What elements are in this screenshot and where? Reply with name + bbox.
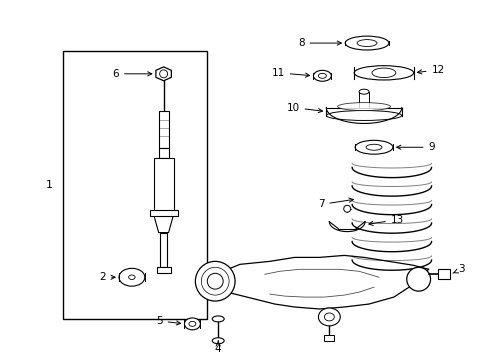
Circle shape (160, 70, 167, 78)
Ellipse shape (212, 338, 224, 344)
Text: 9: 9 (396, 142, 434, 152)
Text: 4: 4 (214, 341, 221, 354)
Bar (438, 269, 449, 279)
Ellipse shape (313, 70, 331, 81)
Bar (158, 111, 168, 148)
Ellipse shape (318, 73, 325, 78)
Ellipse shape (325, 111, 401, 121)
Bar (160, 233, 167, 267)
Ellipse shape (358, 89, 368, 94)
Bar (358, 92, 368, 108)
Ellipse shape (318, 308, 340, 326)
Polygon shape (156, 67, 171, 81)
Ellipse shape (371, 68, 395, 78)
Bar (158, 148, 168, 158)
Text: 6: 6 (112, 69, 151, 79)
Text: 10: 10 (286, 103, 322, 113)
Bar (153, 158, 173, 215)
Ellipse shape (337, 103, 389, 111)
Ellipse shape (212, 316, 224, 322)
Text: 8: 8 (297, 38, 341, 48)
Bar (63, 51, 207, 319)
Ellipse shape (354, 140, 392, 154)
Ellipse shape (353, 66, 413, 80)
Bar (156, 267, 170, 273)
Polygon shape (153, 215, 173, 233)
Ellipse shape (366, 144, 381, 150)
Ellipse shape (128, 275, 135, 279)
Circle shape (406, 267, 429, 291)
Ellipse shape (119, 268, 144, 286)
Text: 5: 5 (156, 316, 180, 326)
Text: 1: 1 (46, 180, 53, 190)
Ellipse shape (324, 313, 334, 321)
Circle shape (195, 261, 235, 301)
Text: 3: 3 (452, 264, 464, 274)
Ellipse shape (345, 36, 388, 50)
Ellipse shape (356, 40, 376, 46)
Text: 12: 12 (417, 65, 444, 75)
Text: 7: 7 (317, 198, 352, 210)
Circle shape (207, 273, 223, 289)
Ellipse shape (184, 318, 200, 330)
Text: 11: 11 (271, 68, 309, 78)
Ellipse shape (188, 321, 196, 327)
Text: 2: 2 (99, 272, 115, 282)
Circle shape (343, 205, 350, 212)
Text: 13: 13 (368, 215, 403, 225)
Bar (149, 210, 177, 216)
Bar (324, 335, 334, 341)
